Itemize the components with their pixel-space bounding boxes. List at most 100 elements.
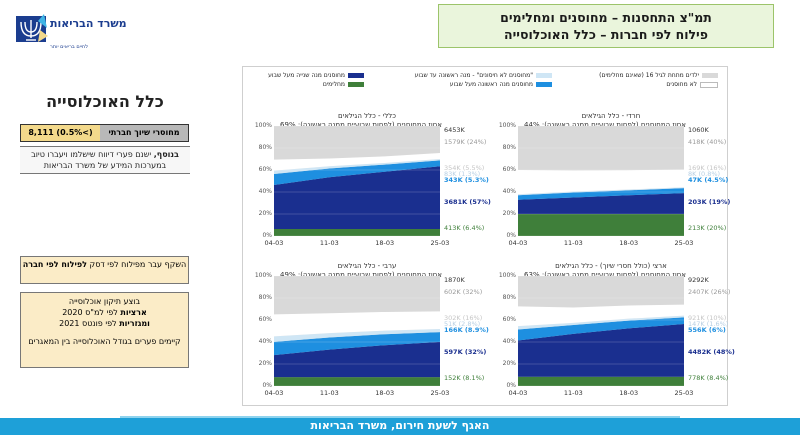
series-value-label: 354K (5.5%) <box>444 164 485 172</box>
series-value-label: 3681K (57%) <box>444 198 491 206</box>
series-area-2 <box>274 160 440 185</box>
chart-plot-area <box>274 276 440 386</box>
population-correction-note: בוצע תיקון אוכלוסייה ארציות לפי למ"ס 202… <box>20 292 189 368</box>
reporting-gap-note: בנוסף, ישנם פערי דיווח שישלמו ויעברו טיו… <box>20 146 190 174</box>
chart-subtitle: אחוז המחוסנים (לפחות שבועיים ממנה ראשונה… <box>524 271 686 279</box>
chart-plot-area <box>518 126 684 236</box>
series-value-label: 4482K (48%) <box>688 348 735 356</box>
legend-item: ילדים מתחת לגיל 16 (שאינם מחלימים) <box>599 72 718 79</box>
series-value-label: 166K (8.9%) <box>444 326 489 334</box>
series-area-4 <box>518 169 684 195</box>
ses-label: מחוסרי שיוך חברתי <box>100 125 188 141</box>
note3-line4: קיימים פערים בגודל האוכלוסייה בין המאגרי… <box>28 337 181 346</box>
y-tick-label: 100% <box>498 272 516 279</box>
legend-label: ילדים מתחת לגיל 16 (שאינם מחלימים) <box>599 72 699 79</box>
series-area-3 <box>274 159 440 174</box>
y-tick-label: 80% <box>502 144 516 151</box>
legend-swatch <box>702 73 718 78</box>
chart-subtitle: אחוז המחוסנים (לפחות שבועיים ממנה ראשונה… <box>524 121 686 129</box>
chart-legend: ילדים מתחת לגיל 16 (שאינם מחלימים) לא מח… <box>246 70 724 92</box>
page-title: תמ"צ התחסנות – מחוסנים ומחלימים פילוח לפ… <box>438 4 774 48</box>
legend-label: "מחוסנים לא חיסונים" - מנה ראשונה עד שבו… <box>414 72 533 79</box>
x-tick-label: 25-03 <box>430 389 450 397</box>
note3-line2: ארציות לפי למ"ס 2020 <box>21 307 188 318</box>
series-value-label: 921K (10%) <box>688 314 727 322</box>
x-tick-label: 25-03 <box>674 239 694 247</box>
x-tick-label: 11-03 <box>319 239 339 247</box>
x-tick-label: 04-03 <box>508 389 528 397</box>
x-tick-label: 04-03 <box>508 239 528 247</box>
ministry-logo: משרד הבריאות לחיים בריאים יותר <box>14 12 134 52</box>
x-tick-label: 18-03 <box>375 389 395 397</box>
y-tick-label: 80% <box>258 144 272 151</box>
series-value-label: 778K (8.4%) <box>688 374 729 382</box>
y-tick-label: 60% <box>258 316 272 323</box>
legend-label: מחלימים <box>322 81 345 88</box>
series-value-label: 152K (8.1%) <box>444 374 485 382</box>
x-tick-label: 25-03 <box>674 389 694 397</box>
chart-national: ארצי (כולל חסרי שיוך) - כלל הגילאים אחוז … <box>496 262 735 407</box>
legend-swatch <box>536 73 552 78</box>
series-area-4 <box>518 304 684 327</box>
legend-swatch <box>536 82 552 87</box>
breakdown-change-note: השקף עבר מפילוח לפי דסק לפילוח לפי חברה <box>20 256 189 284</box>
series-value-label: 83K (1.3%) <box>444 170 481 178</box>
note2-text: השקף עבר מפילוח לפי דסק <box>86 260 187 269</box>
series-area-1 <box>274 166 440 229</box>
series-area-2 <box>274 332 440 356</box>
x-tick-label: 18-03 <box>619 389 639 397</box>
y-tick-label: 60% <box>258 166 272 173</box>
series-area-0 <box>518 214 684 236</box>
series-area-2 <box>518 188 684 200</box>
series-value-label: 302K (16%) <box>444 314 483 322</box>
legend-label: מחוסנים מנה ראשונה מעל שבוע <box>449 81 533 88</box>
y-tick-label: 20% <box>502 360 516 367</box>
series-value-label: 597K (32%) <box>444 348 487 356</box>
chart-total-label: 1060K <box>688 126 709 134</box>
x-tick-label: 18-03 <box>375 239 395 247</box>
legend-item: לא מחוסנים <box>666 81 718 88</box>
legend-label: לא מחוסנים <box>666 81 697 88</box>
chart-title: ערבי - כלל הגילאים <box>337 262 397 270</box>
series-area-1 <box>274 341 440 378</box>
menorah-icon <box>16 14 48 42</box>
legend-swatch <box>700 81 718 88</box>
note3-bold2: ומגזריות <box>119 319 150 328</box>
legend-item: "מחוסנים לא חיסונים" - מנה ראשונה עד שבו… <box>415 72 552 79</box>
series-value-label: 343K (5.3%) <box>444 176 489 184</box>
footer-bar <box>0 418 800 435</box>
logo-name: משרד הבריאות <box>50 17 127 30</box>
series-area-2 <box>518 317 684 341</box>
chart-arab: ערבי - כלל הגילאים אחוז המחוסנים (לפחות ש… <box>252 262 489 407</box>
x-tick-label: 25-03 <box>430 239 450 247</box>
x-tick-label: 11-03 <box>319 389 339 397</box>
x-tick-label: 11-03 <box>563 239 583 247</box>
y-tick-label: 40% <box>258 338 272 345</box>
chart-plot-area <box>274 126 440 236</box>
note3-bold1: ארציות <box>120 308 147 317</box>
series-area-0 <box>274 377 440 386</box>
chart-title: ארצי (כולל חסרי שיוך) - כלל הגילאים <box>555 262 667 270</box>
series-area-3 <box>274 329 440 342</box>
series-area-4 <box>274 152 440 171</box>
title-line-1: תמ"צ התחסנות – מחוסנים ומחלימים <box>500 10 712 25</box>
y-tick-label: 40% <box>502 338 516 345</box>
y-tick-label: 60% <box>502 166 516 173</box>
series-value-label: 8K (0.8%) <box>688 170 721 178</box>
y-tick-label: 20% <box>258 210 272 217</box>
y-tick-label: 80% <box>258 294 272 301</box>
series-value-label: 169K (16%) <box>688 164 727 172</box>
population-title: כלל האוכלוסייה <box>46 92 164 111</box>
series-area-1 <box>518 323 684 377</box>
series-area-1 <box>518 193 684 214</box>
note1-text: ישנם פערי דיווח שישלמו ויעברו טיוב במערכ… <box>31 150 167 170</box>
legend-label: מחוסנים מנה שנייה מעל שבוע <box>268 72 345 79</box>
footer-accent-line <box>120 416 680 418</box>
note2-bold: לפילוח לפי חברה <box>22 260 87 269</box>
y-tick-label: 0% <box>262 382 272 389</box>
series-value-label: 51K (2.8%) <box>444 320 481 328</box>
chart-haredi: חרדי - כלל הגילאים אחוז המחוסנים (לפחות ש… <box>496 112 731 257</box>
y-tick-label: 80% <box>502 294 516 301</box>
legend-swatch <box>348 82 364 87</box>
y-tick-label: 0% <box>262 232 272 239</box>
